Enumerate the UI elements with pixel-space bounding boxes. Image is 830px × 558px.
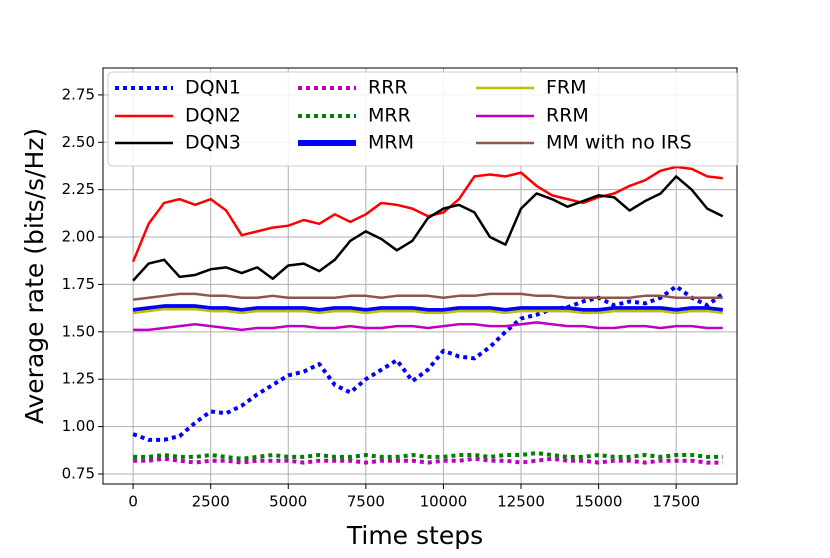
y-tick-label: 2.50 [62, 133, 95, 151]
plot-frame [102, 67, 738, 485]
series-line [133, 451, 723, 461]
legend-box [107, 71, 739, 167]
series-line [133, 321, 723, 332]
series-line [132, 304, 724, 314]
y-tick-label: 2.75 [62, 85, 95, 103]
x-tick-label: 2500 [192, 493, 230, 511]
y-tick-label: 1.75 [62, 275, 95, 293]
x-tick-label: 17500 [652, 493, 700, 511]
legend-label: RRM [546, 105, 589, 127]
y-tick-label: 1.25 [62, 370, 95, 388]
legend-label: MRM [368, 132, 414, 154]
series-line [132, 175, 724, 282]
series-line [132, 307, 723, 315]
legend-label: RRR [368, 77, 408, 99]
x-tick-label: 0 [128, 493, 138, 511]
series-line [131, 165, 723, 263]
legend-label: FRM [546, 77, 587, 99]
legend-label: DQN1 [185, 77, 241, 99]
y-tick-label: 1.00 [62, 417, 95, 435]
x-tick-label: 12500 [497, 493, 545, 511]
y-axis-label: Average rate (bits/s/Hz) [20, 128, 49, 424]
legend-label: DQN2 [185, 105, 241, 127]
x-axis-label: Time steps [346, 521, 483, 550]
x-tick-label: 7500 [347, 493, 385, 511]
x-tick-label: 5000 [269, 493, 307, 511]
legend-label: DQN3 [185, 132, 241, 154]
series-line [133, 456, 723, 465]
x-tick-label: 15000 [575, 493, 623, 511]
y-tick-label: 0.75 [62, 464, 95, 482]
y-tick-label: 2.00 [62, 228, 95, 246]
series-line [132, 292, 723, 301]
x-tick-label: 10000 [420, 493, 468, 511]
legend-label: MRR [368, 105, 411, 127]
y-tick-label: 2.25 [62, 180, 95, 198]
series-line [132, 284, 724, 442]
y-tick-label: 1.50 [62, 322, 95, 340]
legend-label: MM with no IRS [546, 132, 692, 154]
